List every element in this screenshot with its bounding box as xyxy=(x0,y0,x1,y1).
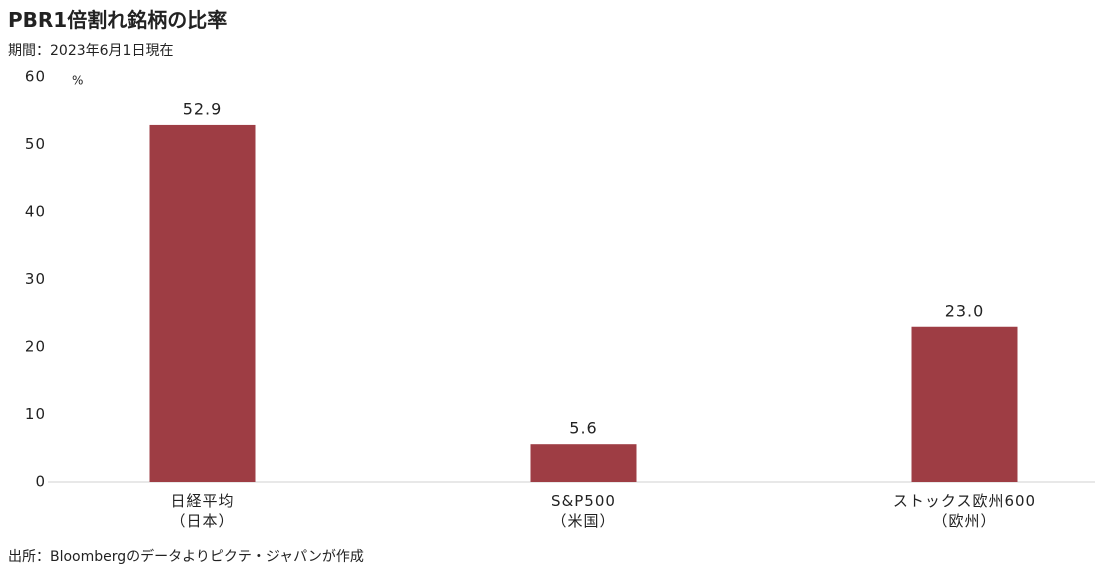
bar xyxy=(530,444,637,482)
source-note: 出所：Bloombergのデータよりピクテ・ジャパンが作成 xyxy=(8,549,364,565)
chart-subtitle: 期間：2023年6月1日現在 xyxy=(8,43,174,59)
y-tick-label: 50 xyxy=(25,135,46,153)
bar xyxy=(149,124,256,483)
x-tick-label: ストックス欧州600 （欧州） xyxy=(892,492,1037,530)
value-label: 23.0 xyxy=(945,301,985,320)
y-tick-label: 30 xyxy=(25,270,46,288)
y-unit: % xyxy=(72,74,83,88)
y-tick-label: 40 xyxy=(25,203,46,221)
y-tick-label: 20 xyxy=(25,338,46,356)
x-tick-label: 日経平均 （日本） xyxy=(170,492,235,530)
bar xyxy=(911,326,1018,482)
value-label: 52.9 xyxy=(183,99,223,118)
y-tick-label: 10 xyxy=(25,405,46,423)
chart-title: PBR1倍割れ銘柄の比率 xyxy=(8,8,228,32)
value-label: 5.6 xyxy=(569,419,597,438)
y-tick-label: 60 xyxy=(25,68,46,86)
x-tick-label: S&P500 （米国） xyxy=(551,492,616,530)
y-tick-label: 0 xyxy=(35,473,46,491)
